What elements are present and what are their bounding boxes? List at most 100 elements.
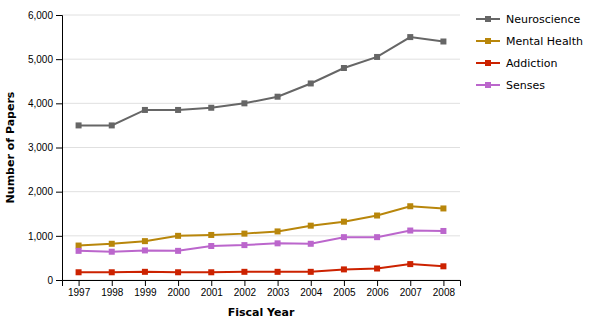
y-tick-mark [56, 148, 62, 149]
x-tick: 2007 [400, 280, 423, 298]
legend-item: Mental Health [476, 35, 583, 48]
y-tick-mark [56, 280, 62, 281]
x-tick: 1998 [101, 280, 124, 298]
x-tick-label: 2002 [234, 287, 257, 298]
y-tick-label: 0 [47, 275, 53, 286]
x-tick-label: 1998 [101, 287, 124, 298]
series-marker [374, 213, 380, 219]
y-tick: 4,000 [28, 98, 62, 109]
y-tick-mark [56, 103, 62, 104]
series-marker [109, 241, 115, 247]
legend-item: Senses [476, 79, 545, 92]
legend-label: Senses [506, 79, 545, 92]
grid-line [62, 235, 460, 236]
series-marker [440, 39, 446, 45]
grid-line [62, 147, 460, 148]
series-marker [308, 80, 314, 86]
x-tick-mark [145, 280, 146, 286]
legend-label: Mental Health [506, 35, 583, 48]
x-tick-label: 2003 [267, 287, 290, 298]
series-marker [175, 233, 181, 239]
y-tick: 6,000 [28, 10, 62, 21]
series-marker [175, 248, 181, 254]
chart: 1997 1998 1999 2000 2001 2002 2003 2004 2005 2006… [0, 0, 595, 325]
x-tick-mark [278, 280, 279, 286]
x-tick-mark [178, 280, 179, 286]
y-tick-label: 5,000 [28, 54, 53, 65]
legend-item: Neuroscience [476, 13, 581, 26]
series-marker [341, 266, 347, 272]
x-tick-mark [244, 280, 245, 286]
y-tick-label: 6,000 [28, 10, 53, 21]
x-axis-title: Fiscal Year [228, 306, 295, 319]
series-line [79, 206, 444, 245]
series-marker [341, 219, 347, 225]
series-marker [142, 107, 148, 113]
plot: 1997 1998 1999 2000 2001 2002 2003 2004 2005 2006… [4, 10, 461, 319]
x-tick-label: 2006 [366, 287, 389, 298]
grid-line [62, 103, 460, 104]
series-marker [275, 94, 281, 100]
x-tick-mark [211, 280, 212, 286]
series-line [79, 264, 444, 272]
series-line [79, 231, 444, 252]
series-marker [208, 269, 214, 275]
y-tick: 1,000 [28, 231, 62, 242]
x-tick-mark [311, 280, 312, 286]
legend: Neuroscience Mental Health Addiction Senses [476, 13, 583, 92]
y-tick-mark [56, 192, 62, 193]
series-line [79, 37, 444, 125]
series-marker [175, 269, 181, 275]
series-marker [308, 223, 314, 229]
legend-swatch-marker [485, 82, 491, 88]
series-marker [241, 269, 247, 275]
series-marker [208, 105, 214, 111]
series-marker [341, 234, 347, 240]
series-marker [142, 269, 148, 275]
x-tick-mark [344, 280, 345, 286]
x-tick: 1999 [134, 280, 157, 298]
y-tick-mark [56, 59, 62, 60]
x-tick-label: 2000 [167, 287, 190, 298]
y-tick: 5,000 [28, 54, 62, 65]
legend-item: Addiction [476, 57, 557, 70]
x-tick: 1997 [68, 280, 91, 298]
y-tick-mark [56, 15, 62, 16]
grid [62, 15, 460, 280]
series-marker [208, 232, 214, 238]
series-marker [76, 243, 82, 249]
x-tick: 2004 [300, 280, 323, 298]
legend-label: Neuroscience [506, 13, 581, 26]
series-marker [175, 107, 181, 113]
y-tick-label: 2,000 [28, 186, 53, 197]
series-marker [109, 249, 115, 255]
series-marker [407, 203, 413, 209]
series-marker [76, 269, 82, 275]
x-tick-label: 2001 [201, 287, 224, 298]
x-tick-label: 1999 [134, 287, 157, 298]
series-marker [308, 269, 314, 275]
grid-line [62, 15, 460, 16]
x-tick: 2001 [201, 280, 224, 298]
y-tick-label: 3,000 [28, 142, 53, 153]
legend-swatch-marker [485, 16, 491, 22]
series-marker [142, 238, 148, 244]
x-tick-label: 2004 [300, 287, 323, 298]
series-marker [308, 241, 314, 247]
y-tick-mark [56, 236, 62, 237]
series-marker [109, 269, 115, 275]
series-marker [440, 228, 446, 234]
x-tick-label: 1997 [68, 287, 91, 298]
y-tick-label: 1,000 [28, 231, 53, 242]
series-marker [241, 242, 247, 248]
x-tick: 2005 [333, 280, 356, 298]
x-tick-label: 2007 [400, 287, 423, 298]
x-axis: 1997 1998 1999 2000 2001 2002 2003 2004 2005 2006… [63, 280, 461, 298]
x-tick: 2006 [366, 280, 389, 298]
series-group [76, 34, 447, 275]
x-tick-label: 2005 [333, 287, 356, 298]
x-tick: 2002 [234, 280, 257, 298]
series-marker [275, 269, 281, 275]
x-tick-mark [377, 280, 378, 286]
x-tick: 2003 [267, 280, 290, 298]
